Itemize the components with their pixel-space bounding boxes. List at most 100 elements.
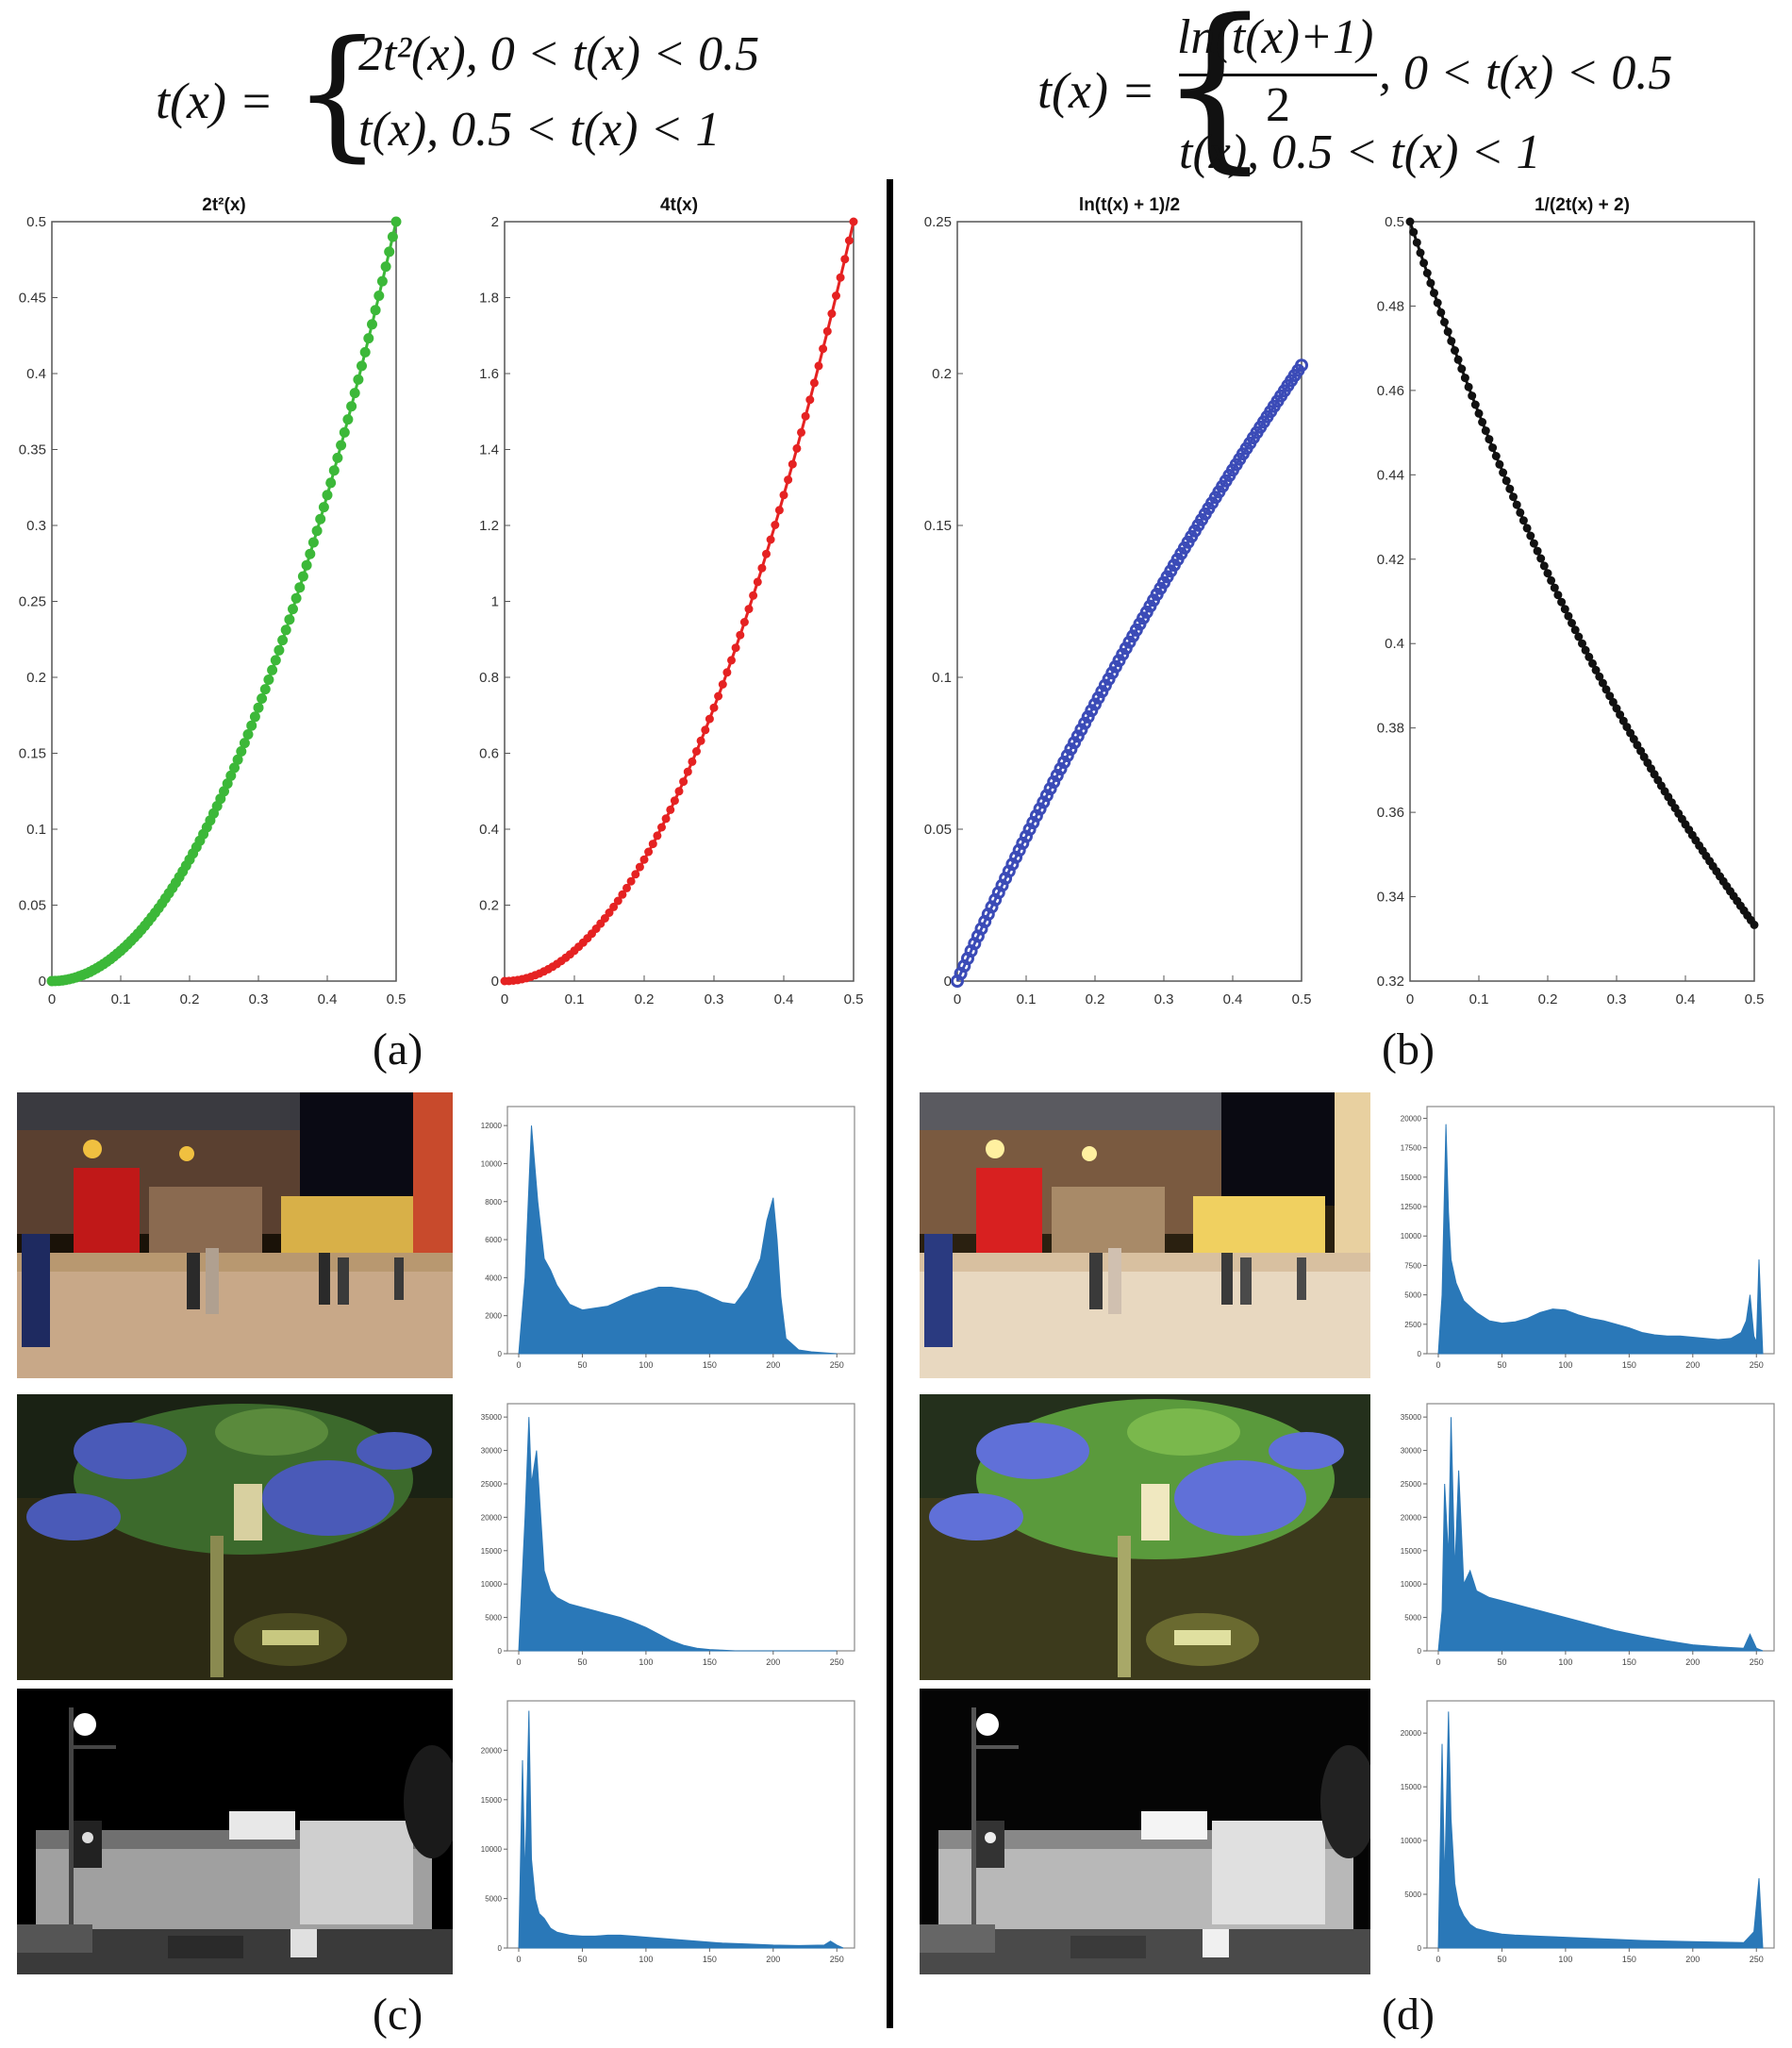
data-point: [1009, 850, 1023, 864]
x-tick-label: 0.4: [1676, 991, 1696, 1007]
data-point: [753, 577, 762, 587]
x-tick-label: 150: [703, 1657, 717, 1667]
y-tick-label: 0.6: [479, 746, 499, 762]
data-point: [1016, 836, 1030, 850]
y-tick-label: 0: [491, 974, 499, 990]
data-point: [370, 305, 381, 316]
y-tick-label: 5000: [1404, 1890, 1421, 1899]
data-point: [1601, 685, 1611, 694]
y-tick-label: 30000: [481, 1447, 503, 1456]
y-tick-label: 0.46: [1377, 383, 1404, 399]
data-point: [1495, 459, 1504, 469]
data-point: [297, 571, 308, 582]
data-point: [277, 635, 289, 646]
x-tick-label: 0.2: [635, 991, 655, 1007]
data-point: [1539, 561, 1549, 571]
data-point: [290, 592, 302, 604]
data-point: [679, 777, 689, 787]
x-tick-label: 150: [1622, 1955, 1636, 1964]
y-tick-label: 10000: [1401, 1837, 1422, 1845]
data-point: [1405, 217, 1415, 226]
data-point: [766, 535, 775, 544]
data-point: [318, 502, 329, 513]
data-point: [661, 814, 671, 824]
data-point: [274, 644, 285, 656]
data-point: [342, 414, 354, 425]
x-tick-label: 0: [1435, 1657, 1440, 1667]
y-tick-label: 0.25: [19, 594, 46, 610]
y-tick-label: 20000: [481, 1746, 503, 1755]
data-point: [339, 426, 350, 438]
x-tick-label: 100: [1558, 1657, 1572, 1667]
data-point: [387, 231, 398, 242]
data-point: [666, 805, 675, 814]
plot-frame: [504, 221, 855, 982]
plot-frame: [1409, 221, 1755, 982]
chart-title: 2t²(x): [202, 195, 245, 215]
data-point: [1598, 678, 1607, 688]
y-tick-label: 35000: [481, 1413, 503, 1422]
y-tick-label: 0.48: [1377, 298, 1404, 314]
y-tick-label: 0.05: [19, 898, 46, 914]
data-point: [294, 582, 306, 593]
data-point: [288, 604, 298, 615]
data-point: [1026, 816, 1040, 829]
data-point: [1020, 829, 1033, 843]
y-tick-label: 0.5: [1385, 214, 1404, 230]
data-point: [605, 908, 614, 917]
panel-label-c: (c): [373, 1990, 423, 2040]
data-point: [249, 711, 260, 723]
y-tick-label: 4000: [485, 1274, 502, 1282]
y-tick-label: 0.42: [1377, 552, 1404, 568]
y-tick-label: 10000: [481, 1845, 503, 1854]
data-point: [774, 506, 784, 515]
data-point: [622, 883, 631, 892]
data-point: [705, 714, 714, 724]
x-tick-label: 0.4: [318, 991, 338, 1007]
data-point: [363, 333, 374, 344]
data-point: [1054, 762, 1068, 775]
data-point: [1433, 298, 1442, 308]
y-tick-label: 0: [39, 974, 46, 990]
histogram-area: [1437, 1124, 1764, 1355]
data-point: [1412, 238, 1421, 247]
y-tick-label: 12500: [1401, 1203, 1422, 1211]
data-point: [1460, 374, 1469, 383]
data-point: [1516, 508, 1525, 517]
panel-label-b: (b): [1382, 1024, 1435, 1074]
y-tick-label: 0.1: [26, 822, 46, 838]
y-tick-label: 2: [491, 214, 499, 230]
data-point: [259, 684, 271, 695]
data-point: [1750, 920, 1759, 929]
data-point: [1037, 795, 1051, 809]
y-tick-label: 0.32: [1377, 974, 1404, 990]
histogram-frame: [1426, 1700, 1775, 1949]
data-point: [648, 840, 657, 849]
histogram-d-2: 0 50 100 150 200 250 0 5000 10000 15000 20000 25000…: [1401, 1403, 1775, 1667]
x-tick-label: 0.3: [1154, 991, 1174, 1007]
data-point: [346, 401, 357, 412]
y-tick-label: 0: [498, 1350, 503, 1358]
x-tick-label: 0.1: [1469, 991, 1489, 1007]
histogram-area: [1437, 1417, 1764, 1652]
histogram-d-3: 0 50 100 150 200 250 0 5000 10000 15000 20000: [1401, 1700, 1775, 1964]
data-point: [1518, 516, 1528, 525]
x-tick-label: 0.5: [387, 991, 407, 1007]
y-tick-label: 0.15: [19, 746, 46, 762]
x-tick-label: 250: [830, 1657, 844, 1667]
data-point: [1505, 484, 1515, 493]
y-tick-label: 20000: [1401, 1114, 1422, 1123]
x-tick-label: 0: [1435, 1360, 1440, 1370]
data-point: [696, 736, 705, 745]
formula-right-case2: t(x), 0.5 < t(x) < 1: [1179, 125, 1541, 179]
chart-title: 1/(2t(x) + 2): [1535, 195, 1630, 215]
data-point: [771, 521, 780, 529]
y-tick-label: 0.38: [1377, 721, 1404, 737]
data-point: [284, 614, 295, 625]
data-point: [840, 255, 850, 264]
data-point: [1536, 554, 1546, 563]
x-tick-label: 0.3: [1607, 991, 1627, 1007]
x-tick-label: 0.2: [1086, 991, 1105, 1007]
chart-title: 4t(x): [660, 195, 698, 215]
data-point: [1468, 391, 1477, 401]
